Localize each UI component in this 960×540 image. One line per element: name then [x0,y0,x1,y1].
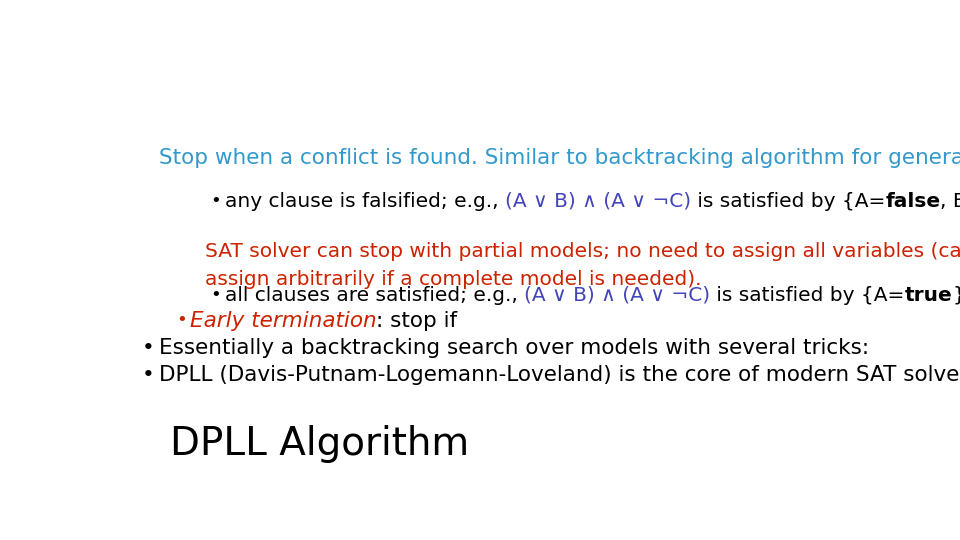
Text: (A ∨ B) ∧ (A ∨ ¬C): (A ∨ B) ∧ (A ∨ ¬C) [505,192,691,211]
Text: •: • [210,192,222,210]
Text: (A ∨ B) ∧ (A ∨ ¬C): (A ∨ B) ∧ (A ∨ ¬C) [524,286,710,305]
Text: : stop if: : stop if [376,311,458,331]
Text: true: true [904,286,952,305]
Text: false: false [885,192,940,211]
Text: •: • [176,311,186,329]
Text: SAT solver can stop with partial models; no need to assign all variables (can
as: SAT solver can stop with partial models;… [205,242,960,289]
Text: is satisfied by {A=: is satisfied by {A= [710,286,904,305]
Text: DPLL (Davis-Putnam-Logemann-Loveland) is the core of modern SAT solvers: DPLL (Davis-Putnam-Logemann-Loveland) is… [158,365,960,385]
Text: DPLL Algorithm: DPLL Algorithm [170,425,469,463]
Text: }: } [952,286,960,305]
Text: , B=: , B= [940,192,960,211]
Text: Early termination: Early termination [190,311,376,331]
Text: •: • [142,338,155,358]
Text: •: • [210,286,222,304]
Text: •: • [142,365,155,385]
Text: Essentially a backtracking search over models with several tricks:: Essentially a backtracking search over m… [158,338,869,358]
Text: all clauses are satisfied; e.g.,: all clauses are satisfied; e.g., [225,286,524,305]
Text: any clause is falsified; e.g.,: any clause is falsified; e.g., [225,192,505,211]
Text: is satisfied by {A=: is satisfied by {A= [691,192,885,211]
Text: Stop when a conflict is found. Similar to backtracking algorithm for general CSP: Stop when a conflict is found. Similar t… [158,148,960,168]
